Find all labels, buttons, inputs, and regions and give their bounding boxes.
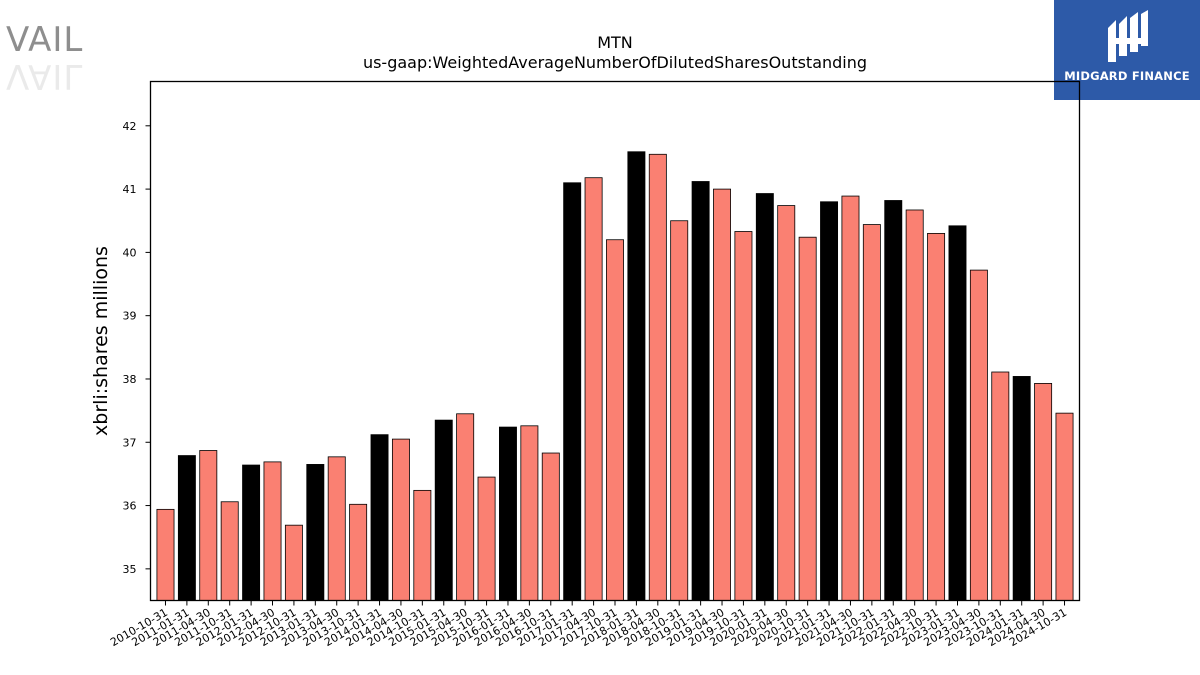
- y-axis-label: xbrli:shares millions: [90, 246, 112, 436]
- chart-subtitle: us-gaap:WeightedAverageNumberOfDilutedSh…: [363, 53, 867, 72]
- bar: [948, 225, 967, 601]
- chart-title: MTN: [597, 33, 633, 52]
- bar: [499, 426, 517, 601]
- bar: [1034, 383, 1053, 601]
- bar: [263, 461, 282, 601]
- midgard-finance-logo-text: MIDGARD FINANCE: [1064, 69, 1190, 83]
- x-axis: 2010-10-312011-01-312011-04-302011-10-31…: [108, 600, 1069, 649]
- bar: [691, 181, 710, 601]
- plot-frame: [149, 80, 1081, 602]
- y-tick-label: 36: [123, 500, 137, 513]
- bar: [220, 501, 239, 601]
- y-tick-label: 42: [123, 120, 137, 133]
- bar: [713, 188, 731, 601]
- midgard-mark-icon: [1108, 10, 1148, 62]
- vail-logo: VAIL VAIL: [6, 20, 96, 96]
- y-axis: 35 36 37 38 39 40 41 42: [123, 120, 151, 576]
- bar: [820, 201, 839, 601]
- bar: [777, 205, 796, 601]
- bar: [370, 434, 389, 601]
- bar: [349, 503, 368, 601]
- bar: [841, 195, 860, 601]
- bar: [413, 489, 432, 601]
- y-tick-label: 41: [123, 183, 137, 196]
- bar: [862, 224, 881, 601]
- bar: [1055, 412, 1074, 601]
- bar: [199, 450, 218, 601]
- y-tick-label: 35: [123, 563, 137, 576]
- bar: [755, 193, 774, 601]
- y-tick-label: 39: [123, 310, 137, 323]
- bar: [927, 232, 946, 601]
- bar: [284, 524, 303, 601]
- bar: [969, 269, 988, 601]
- bar: [798, 236, 817, 601]
- bar: [606, 239, 624, 601]
- bar: [1012, 376, 1031, 601]
- bar: [177, 455, 196, 601]
- bar: [327, 456, 346, 601]
- midgard-finance-logo: MIDGARD FINANCE: [1054, 0, 1200, 100]
- bar: [391, 438, 410, 601]
- bar: [627, 151, 646, 601]
- bar: [477, 476, 496, 601]
- bar: [905, 209, 924, 601]
- bar: [584, 177, 603, 601]
- bars-group: [156, 151, 1074, 601]
- bar: [456, 413, 475, 601]
- bar: [734, 231, 753, 601]
- bar: [670, 220, 689, 601]
- bar: [563, 182, 582, 601]
- bar: [541, 452, 560, 601]
- vail-logo-text: VAIL: [6, 20, 84, 60]
- bar: [242, 464, 261, 601]
- bar: [306, 464, 325, 601]
- y-tick-label: 40: [123, 246, 137, 259]
- bar: [520, 425, 539, 601]
- y-tick-label: 37: [123, 436, 137, 449]
- bar: [156, 508, 175, 601]
- bar: [991, 371, 1010, 601]
- bar: [884, 200, 903, 601]
- bar: [648, 153, 667, 601]
- bar: [434, 419, 453, 601]
- y-tick-label: 38: [123, 373, 137, 386]
